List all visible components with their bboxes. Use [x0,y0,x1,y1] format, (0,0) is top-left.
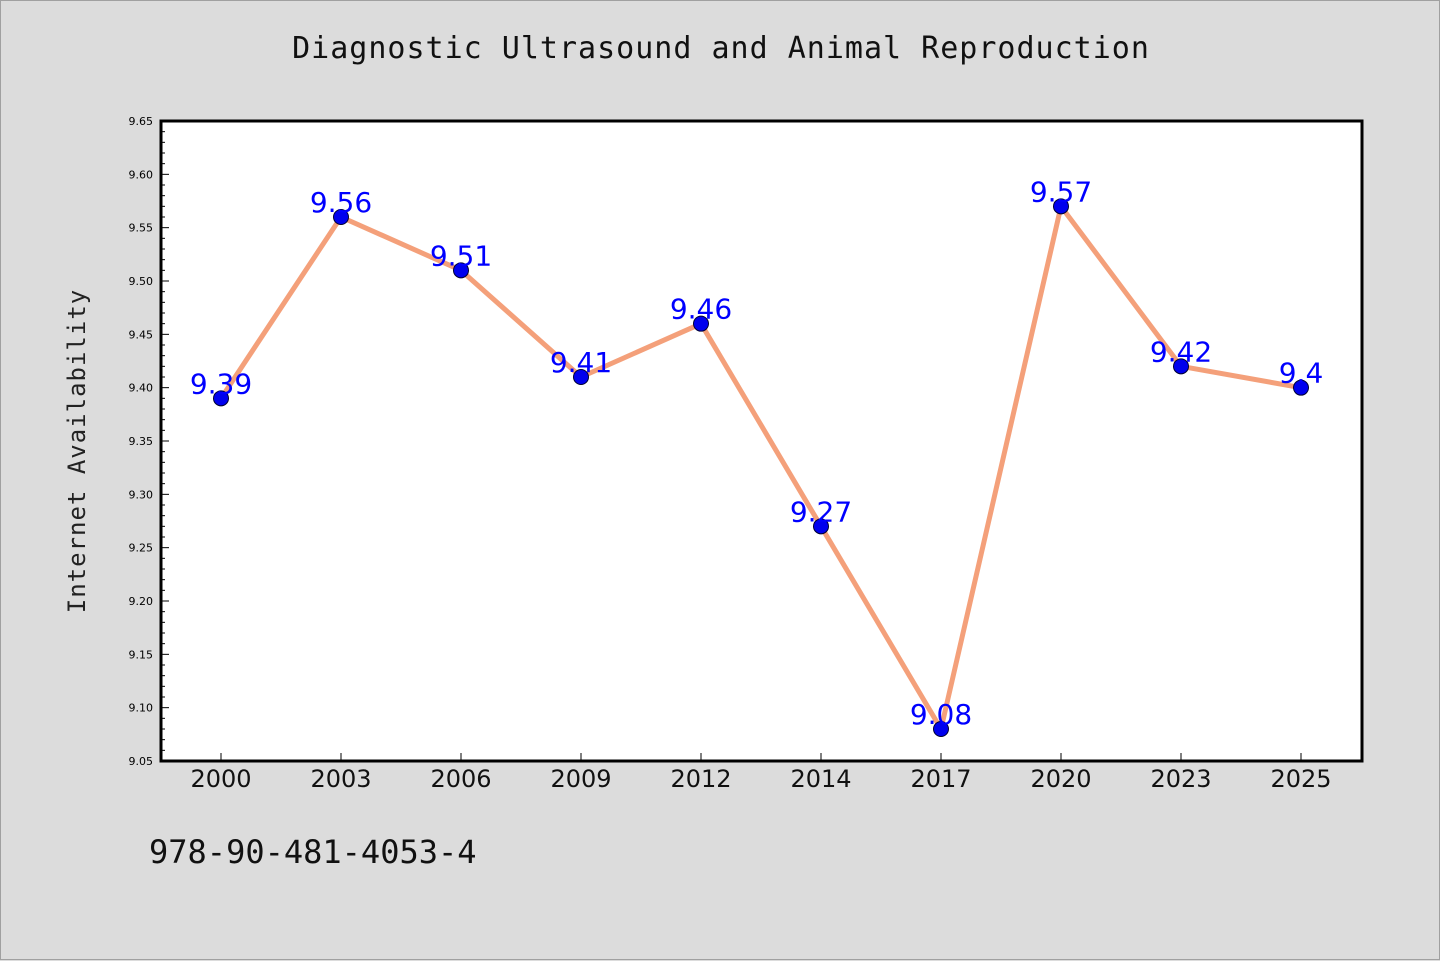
y-tick-label: 9.45 [129,328,154,341]
data-point [693,315,709,332]
data-point [933,721,949,737]
x-tick-label: 2012 [670,765,731,793]
x-axis: 2000 2003 2006 2009 2012 2014 2017 2020 2023 2025 [190,753,1332,793]
x-tick-label: 2000 [190,765,251,793]
y-tick-label: 9.15 [129,648,154,661]
isbn-text: 978-90-481-4053-4 [149,833,477,871]
data-label: 9.41 [550,346,612,379]
y-tick-label: 9.55 [129,222,154,235]
x-tick-label: 2006 [430,765,491,793]
series-group [213,198,1309,737]
x-tick-label: 2009 [550,765,611,793]
y-tick-label: 9.25 [129,542,154,555]
x-tick-label: 2003 [310,765,371,793]
y-tick-label: 9.30 [129,488,154,501]
data-point [813,518,829,535]
y-tick-label: 9.60 [129,168,154,181]
x-tick-label: 2014 [790,765,851,793]
y-tick-label: 9.05 [129,755,154,768]
data-point [213,390,229,407]
x-tick-label: 2020 [1030,765,1091,793]
y-axis: 9.05 9.10 9.15 9.20 9.25 9.30 9.35 9.40 9.45 9.50… [129,115,169,768]
data-label: 9.46 [670,293,732,326]
y-tick-label: 9.35 [129,435,154,448]
x-tick-label: 2023 [1150,765,1211,793]
y-tick-label: 9.40 [129,382,154,395]
y-tick-label: 9.10 [129,702,154,715]
y-tick-label: 9.65 [129,115,154,128]
data-point [333,209,349,225]
x-tick-label: 2017 [910,765,971,793]
chart-title: Diagnostic Ultrasound and Animal Reprodu… [292,31,1150,66]
y-tick-label: 9.50 [129,275,154,288]
data-point [1173,358,1189,375]
data-point [573,369,589,385]
series-line [218,203,1302,732]
data-point [453,262,469,279]
data-label: 9.27 [790,495,852,528]
data-point [1053,198,1069,215]
x-tick-label: 2025 [1270,765,1331,793]
data-point [1293,379,1309,396]
data-label: 9.4 [1279,357,1324,390]
data-label: 9.57 [1030,175,1092,208]
data-label: 9.42 [1150,335,1212,368]
y-tick-label: 9.20 [129,595,154,608]
data-labels-group: 9.39 9.56 9.51 9.41 9.46 9.27 9.08 9.57 9.42 9.4 [190,175,1323,731]
data-label: 9.51 [430,239,492,272]
data-label: 9.39 [190,367,252,400]
data-label: 9.08 [910,698,972,731]
data-label: 9.56 [310,186,372,219]
